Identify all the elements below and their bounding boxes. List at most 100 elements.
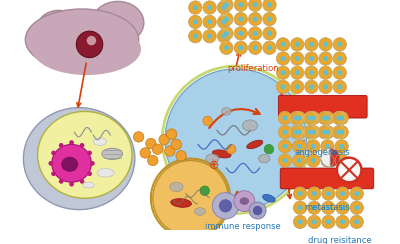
Circle shape [337,158,362,182]
Circle shape [305,66,318,79]
Circle shape [311,144,316,149]
Circle shape [249,202,266,219]
Text: metastasis: metastasis [305,203,350,212]
Circle shape [203,30,216,43]
Circle shape [309,42,314,47]
Circle shape [354,191,359,196]
Circle shape [335,140,348,153]
Ellipse shape [83,182,94,188]
Circle shape [298,205,302,210]
Circle shape [292,112,306,125]
Circle shape [333,52,346,65]
Circle shape [51,151,56,155]
Circle shape [354,219,359,224]
Circle shape [253,31,258,36]
Circle shape [295,56,300,61]
Circle shape [80,143,84,148]
Circle shape [350,187,363,200]
Circle shape [294,187,307,200]
Circle shape [69,140,74,145]
Ellipse shape [194,208,206,215]
Circle shape [321,126,334,139]
Circle shape [333,38,346,51]
Circle shape [339,158,344,163]
Circle shape [220,0,233,11]
Circle shape [295,42,300,47]
Circle shape [322,201,335,214]
Text: immune response: immune response [205,222,280,231]
Circle shape [152,144,163,154]
Circle shape [319,66,332,79]
Circle shape [282,144,288,149]
Circle shape [297,158,302,163]
Circle shape [189,30,202,43]
Circle shape [217,30,230,43]
Wedge shape [321,148,330,167]
Circle shape [294,215,307,228]
Circle shape [325,144,330,149]
Circle shape [159,134,169,145]
Circle shape [220,41,233,54]
Circle shape [234,41,247,54]
Circle shape [321,154,334,167]
Circle shape [234,0,247,11]
Circle shape [267,2,272,7]
Circle shape [276,80,290,93]
FancyBboxPatch shape [278,95,367,118]
Ellipse shape [61,157,78,172]
Circle shape [340,205,345,210]
Circle shape [325,130,330,135]
Circle shape [339,144,344,149]
Circle shape [350,215,363,228]
Circle shape [323,56,328,61]
Circle shape [59,143,64,148]
Circle shape [290,112,303,125]
Circle shape [238,2,243,7]
Ellipse shape [32,23,141,75]
Circle shape [307,140,320,153]
Circle shape [308,201,321,214]
Circle shape [203,15,216,29]
Circle shape [238,17,243,21]
Circle shape [319,38,332,51]
Circle shape [311,158,316,163]
Circle shape [307,112,320,125]
Circle shape [294,201,307,214]
Circle shape [148,155,158,166]
Circle shape [309,70,314,75]
Circle shape [224,2,229,7]
Circle shape [326,191,331,196]
Circle shape [207,5,212,10]
Circle shape [325,158,330,163]
Circle shape [217,15,230,29]
Circle shape [234,12,247,26]
Ellipse shape [212,150,231,158]
Circle shape [323,84,328,89]
Circle shape [325,115,330,121]
Circle shape [292,154,306,167]
Circle shape [90,161,95,166]
Circle shape [291,52,304,65]
Circle shape [312,191,317,196]
Circle shape [307,154,320,167]
Circle shape [248,0,262,11]
Circle shape [278,154,292,167]
Circle shape [291,38,304,51]
Circle shape [280,84,286,89]
Circle shape [69,182,74,186]
Text: proliferation: proliferation [227,64,279,73]
Circle shape [336,201,349,214]
Circle shape [298,219,302,224]
Circle shape [318,112,331,125]
Ellipse shape [206,154,219,163]
Circle shape [292,140,306,153]
Circle shape [263,41,276,54]
Circle shape [297,130,302,135]
Circle shape [164,146,175,156]
Circle shape [140,148,150,158]
Ellipse shape [263,194,275,202]
Circle shape [305,52,318,65]
Circle shape [280,70,286,75]
Wedge shape [330,148,340,167]
Circle shape [297,115,302,121]
